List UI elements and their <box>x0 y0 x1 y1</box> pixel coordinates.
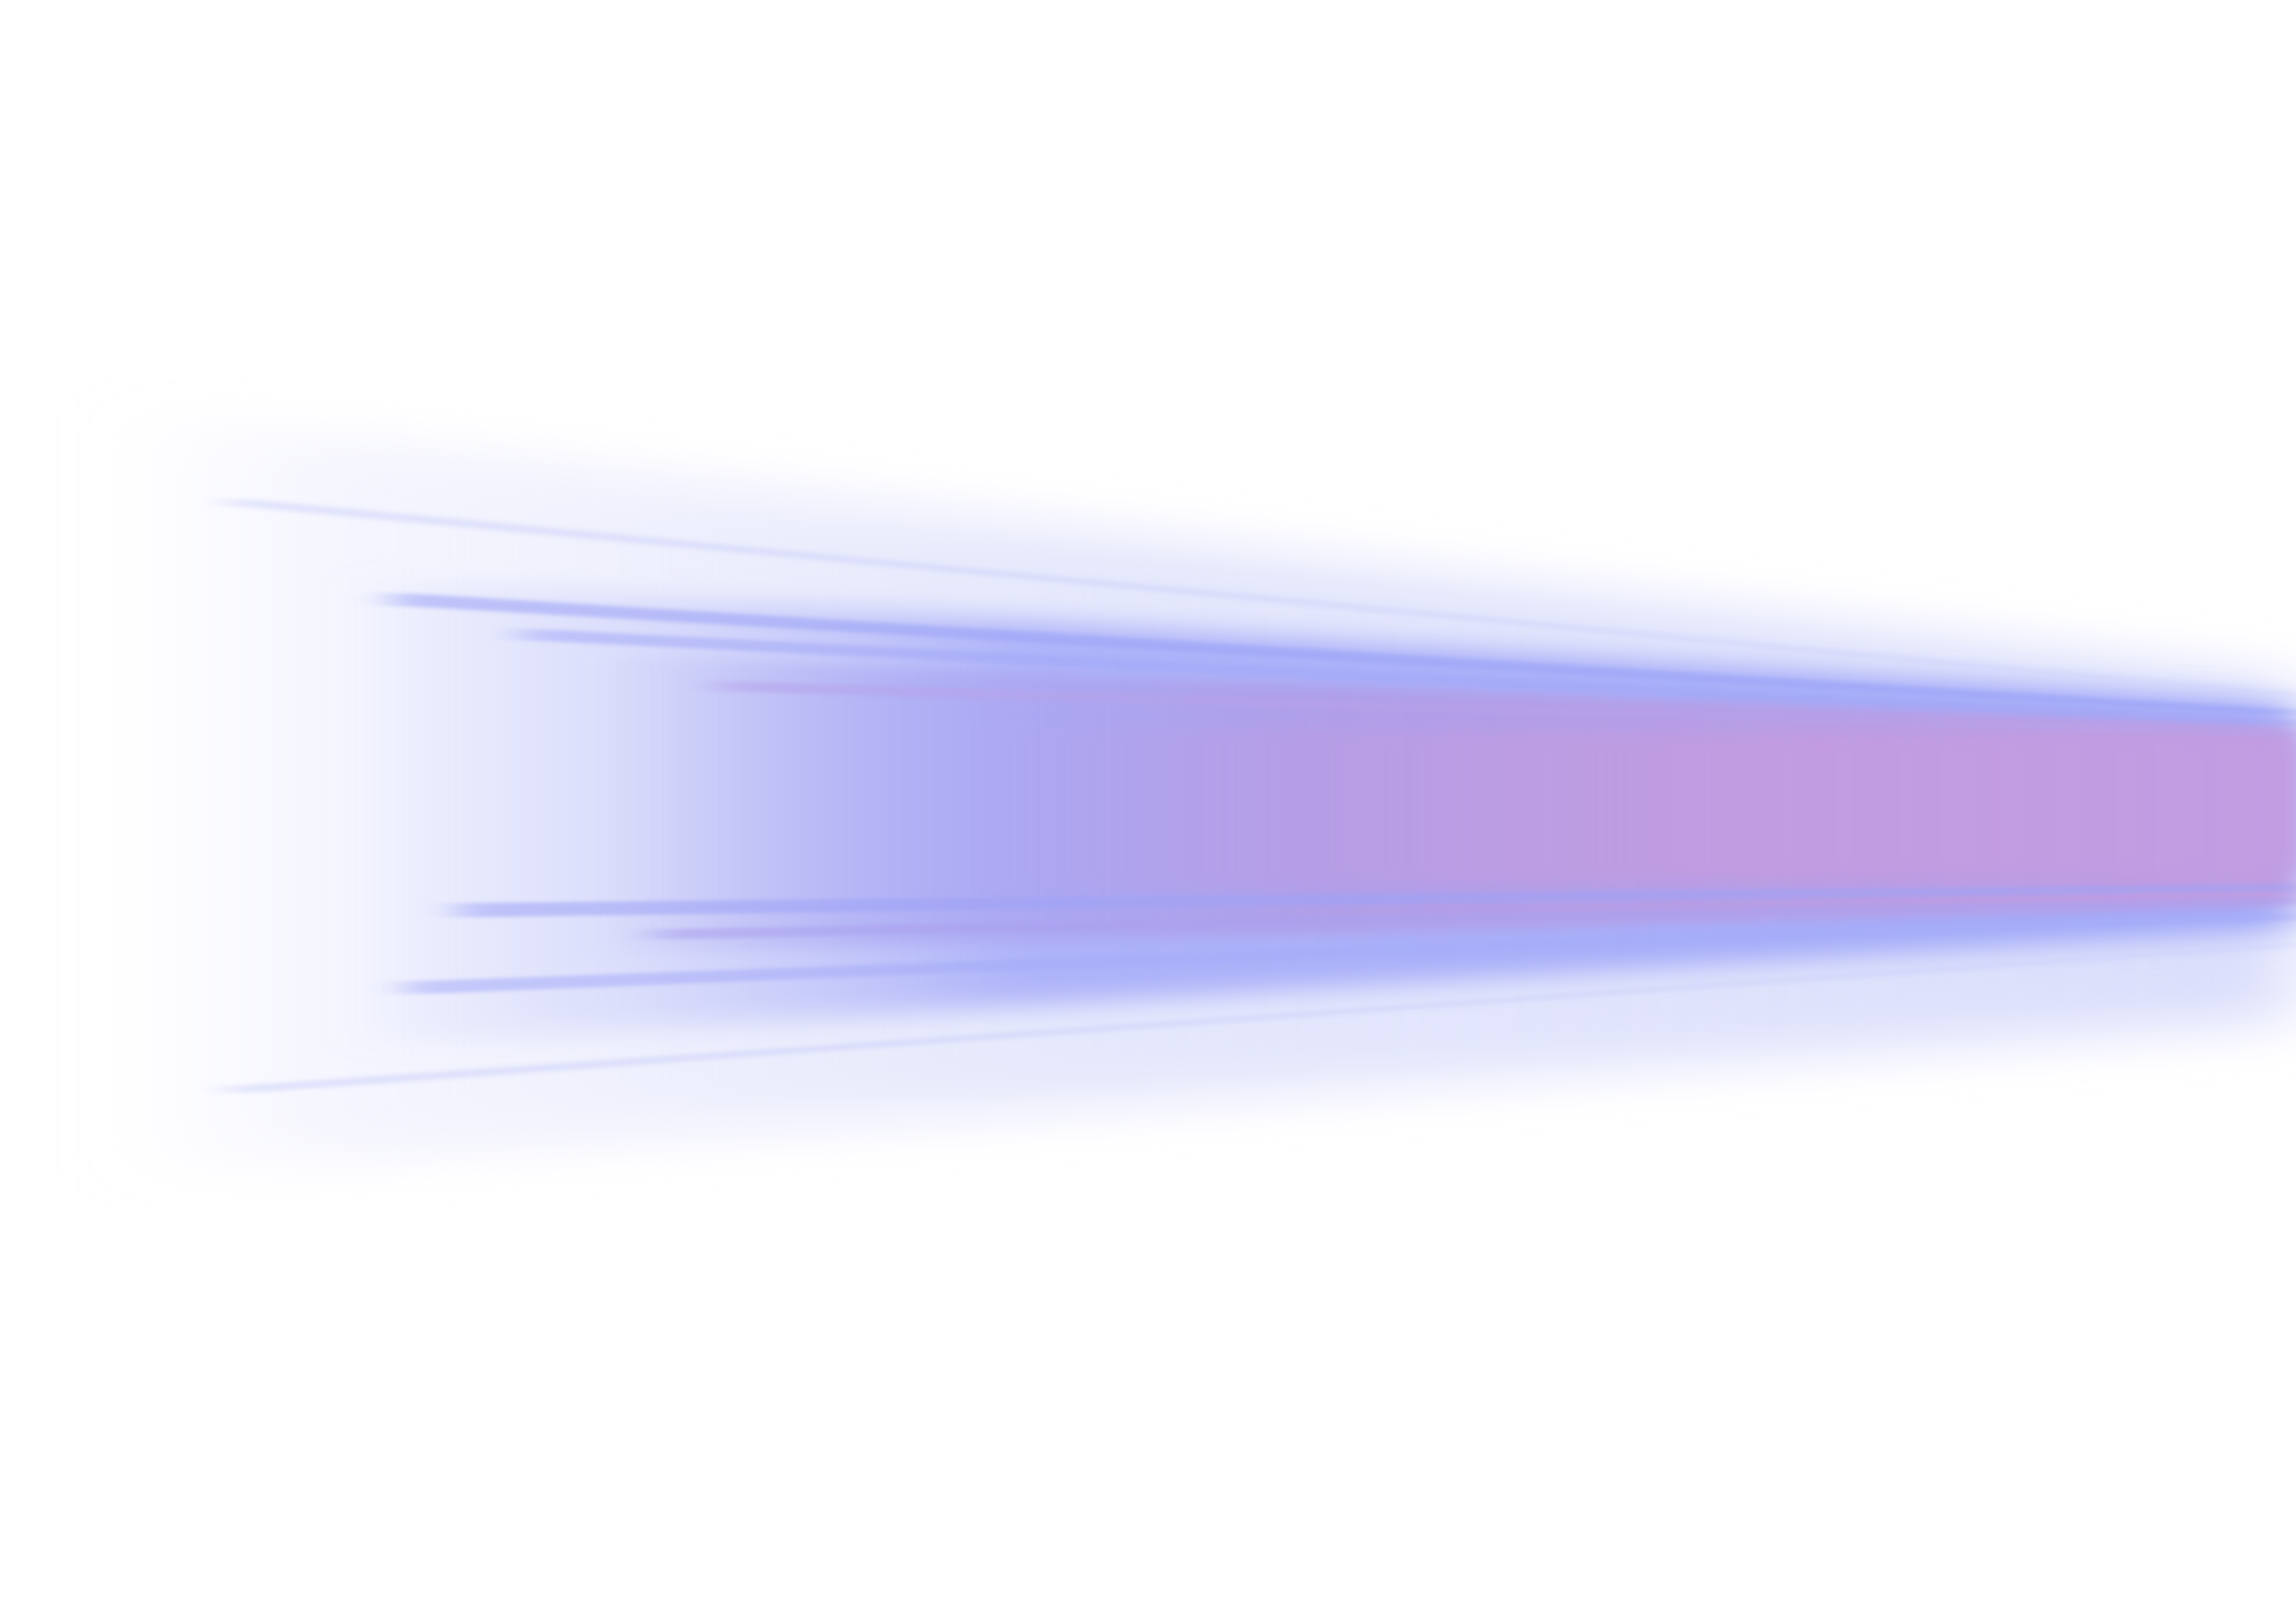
motion-streaks <box>229 497 2296 1094</box>
pink-band <box>982 726 2296 890</box>
